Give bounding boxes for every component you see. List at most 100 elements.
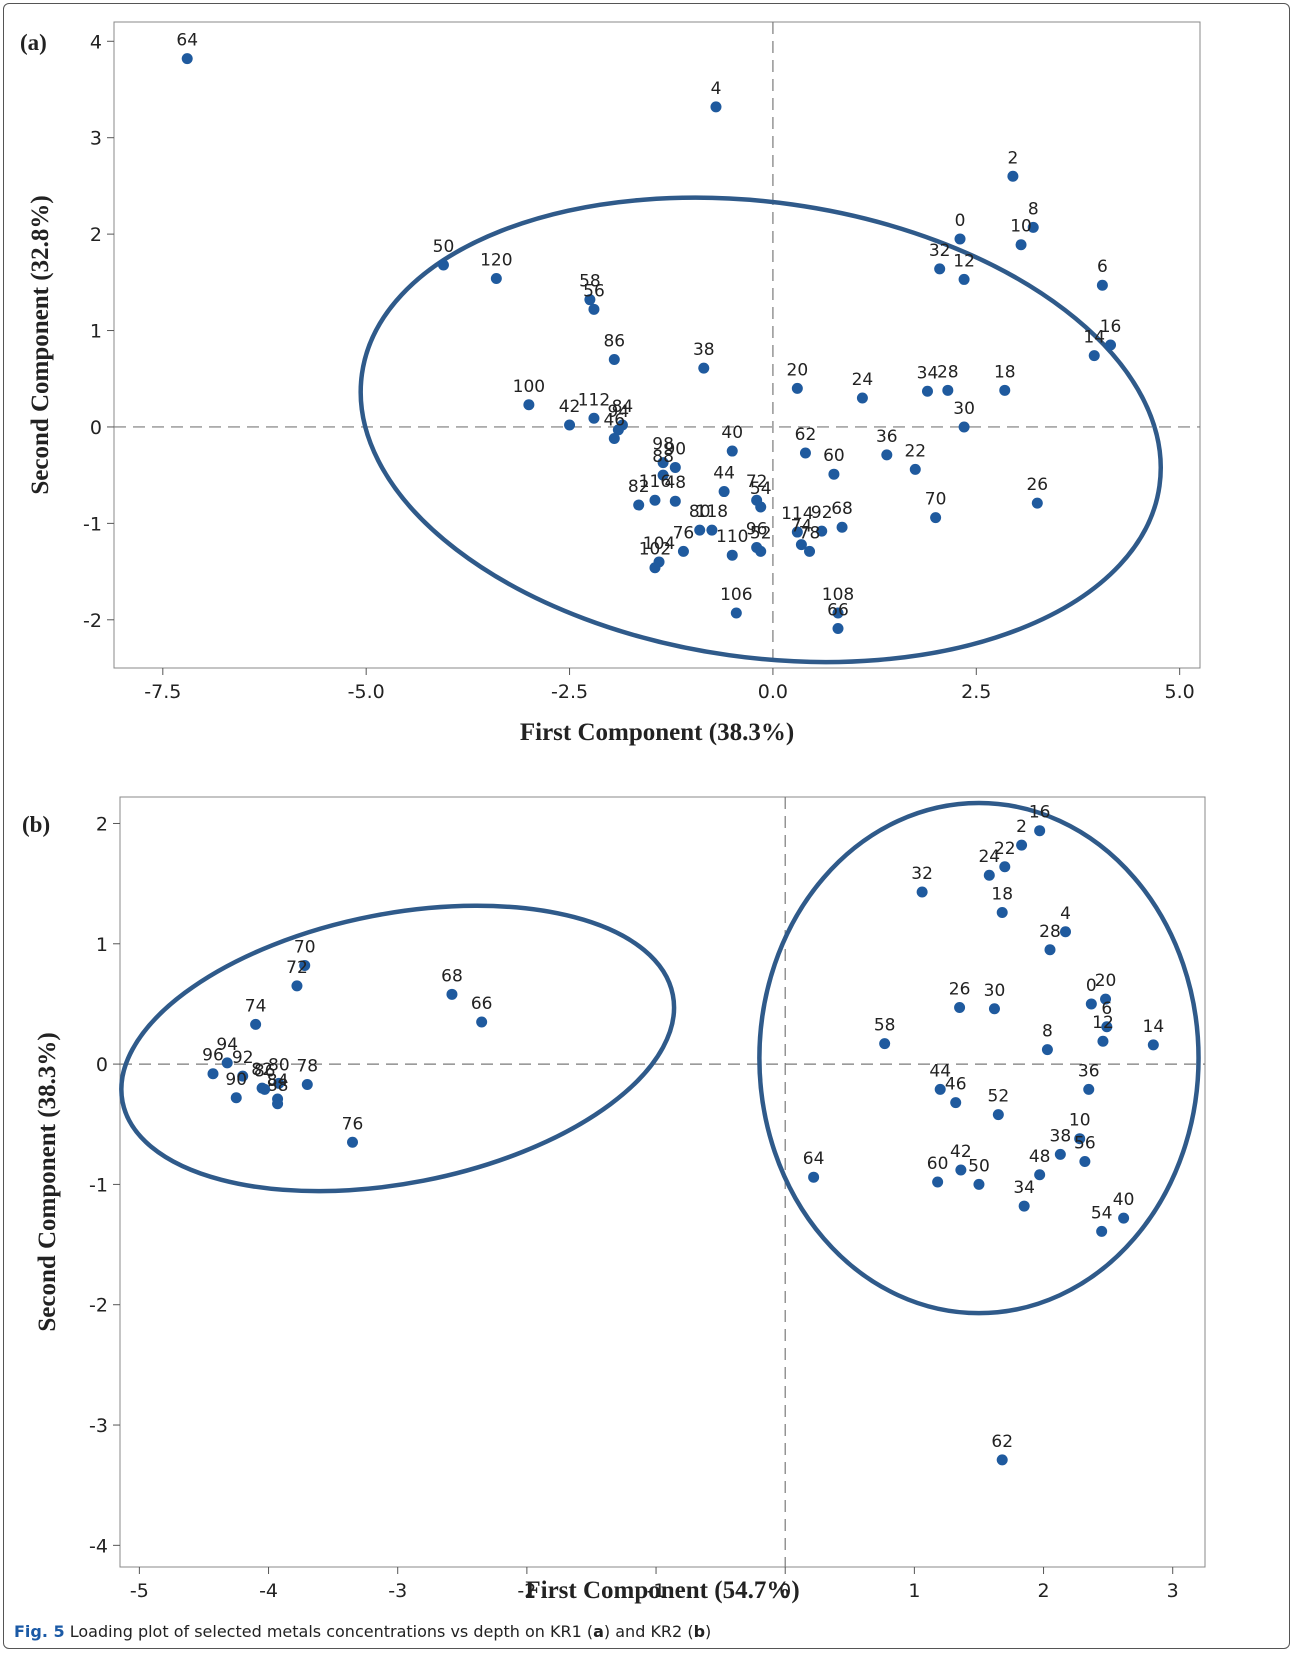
data-point [476, 1016, 488, 1028]
data-point [954, 233, 966, 245]
data-point-label: 74 [791, 517, 813, 537]
caption-text-2: ) and KR2 ( [603, 1622, 694, 1641]
data-point [706, 524, 718, 536]
data-point [832, 622, 844, 634]
data-point-label: 80 [689, 502, 711, 522]
data-point [1034, 825, 1046, 837]
data-point [347, 1136, 358, 1148]
data-point [954, 1002, 966, 1014]
data-point [1118, 1212, 1130, 1224]
data-point-label: 68 [441, 966, 463, 986]
data-point [996, 1454, 1008, 1466]
data-point-label: 50 [433, 237, 455, 257]
cluster-ellipse [119, 903, 677, 1194]
chart-panel-b: -5 -4 -3 -2 -1 0 1 2 3-4-3-2-1012162222432184287… [22, 796, 1206, 1604]
data-point [588, 303, 600, 315]
data-point-label: 12 [1092, 1013, 1114, 1033]
data-point-label: 16 [1100, 317, 1122, 337]
data-point-label: 88 [267, 1076, 289, 1096]
y-tick-label: 0 [90, 417, 102, 439]
data-point [1074, 1133, 1086, 1145]
data-point-label: 2 [1016, 817, 1027, 837]
y-tick-label: 0 [96, 1054, 108, 1076]
data-point-label: 82 [628, 477, 650, 497]
data-point [909, 463, 921, 475]
data-point [942, 384, 954, 396]
data-point [207, 1068, 219, 1080]
data-point-label: 62 [795, 425, 817, 445]
data-point [755, 501, 767, 513]
data-point-label: 24 [852, 370, 874, 390]
data-point-label: 84 [267, 1071, 289, 1091]
data-point [955, 1164, 967, 1176]
data-point [291, 980, 303, 992]
data-point-label: 96 [202, 1046, 224, 1066]
data-point [710, 101, 722, 113]
data-point-label: 42 [559, 397, 581, 417]
data-point-label: 84 [612, 397, 634, 417]
data-point-label: 10 [1010, 217, 1032, 237]
data-point [791, 526, 803, 538]
data-point-label: 62 [991, 1432, 1013, 1452]
data-point-label: 2 [1007, 148, 1018, 168]
data-point-label: 66 [471, 994, 493, 1014]
data-point-label: 26 [1026, 475, 1048, 495]
figure-caption: Fig. 5 Loading plot of selected metals c… [14, 1622, 1284, 1641]
data-point-label: 76 [673, 523, 695, 543]
data-point [1031, 497, 1043, 509]
data-point [437, 259, 449, 271]
data-point-label: 52 [750, 523, 772, 543]
data-point-label: 38 [693, 340, 715, 360]
y-tick-label: 1 [90, 321, 102, 343]
data-point [799, 447, 811, 459]
data-point [958, 273, 970, 285]
data-point-label: 20 [787, 360, 809, 380]
data-point-label: 56 [583, 281, 605, 301]
data-point-label: 72 [286, 958, 308, 978]
x-tick-label: -5.0 [348, 681, 385, 703]
data-point [181, 53, 193, 65]
data-point [237, 1070, 249, 1082]
y-tick-label: -1 [89, 1174, 108, 1196]
x-tick-label: -4 [259, 1580, 278, 1602]
data-point [836, 521, 848, 533]
data-point-label: 30 [984, 981, 1006, 1001]
y-tick-label: 2 [90, 224, 102, 246]
data-point-label: 70 [294, 937, 316, 957]
data-point [523, 399, 535, 411]
data-point [999, 384, 1011, 396]
y-axis-title: Second Component (38.3%) [34, 1032, 61, 1331]
x-tick-label: 5.0 [1165, 681, 1195, 703]
data-point-label: 120 [480, 250, 512, 270]
data-point [934, 1083, 946, 1095]
data-point [932, 1176, 944, 1188]
x-tick-label: -1 [647, 1580, 666, 1602]
data-point [921, 385, 933, 397]
data-point-label: 58 [874, 1016, 896, 1036]
data-point [996, 907, 1008, 918]
data-point [612, 424, 624, 436]
data-point [983, 869, 995, 881]
x-tick-label: -7.5 [144, 681, 181, 703]
data-point [828, 468, 840, 480]
x-axis-title: First Component (54.7%) [525, 1577, 799, 1604]
data-point-label: 12 [953, 251, 975, 271]
data-point-label: 86 [254, 1061, 276, 1081]
y-tick-label: 1 [96, 934, 108, 956]
data-point-label: 0 [955, 211, 966, 231]
data-point [881, 449, 893, 461]
data-point-label: 102 [639, 540, 671, 560]
plot-area-frame [119, 796, 1206, 1568]
data-point [730, 607, 742, 619]
data-point-label: 8 [1042, 1022, 1053, 1042]
data-point-label: 10 [1069, 1111, 1091, 1131]
data-point-label: 92 [232, 1048, 254, 1068]
data-point-label: 48 [664, 473, 686, 493]
data-point-label: 66 [827, 600, 849, 620]
data-point-label: 60 [823, 446, 845, 466]
x-axis-title: First Component (38.3%) [520, 719, 794, 746]
data-point-label: 42 [950, 1142, 972, 1162]
caption-text-1: Loading plot of selected metals concentr… [64, 1622, 594, 1641]
data-point [649, 562, 661, 574]
